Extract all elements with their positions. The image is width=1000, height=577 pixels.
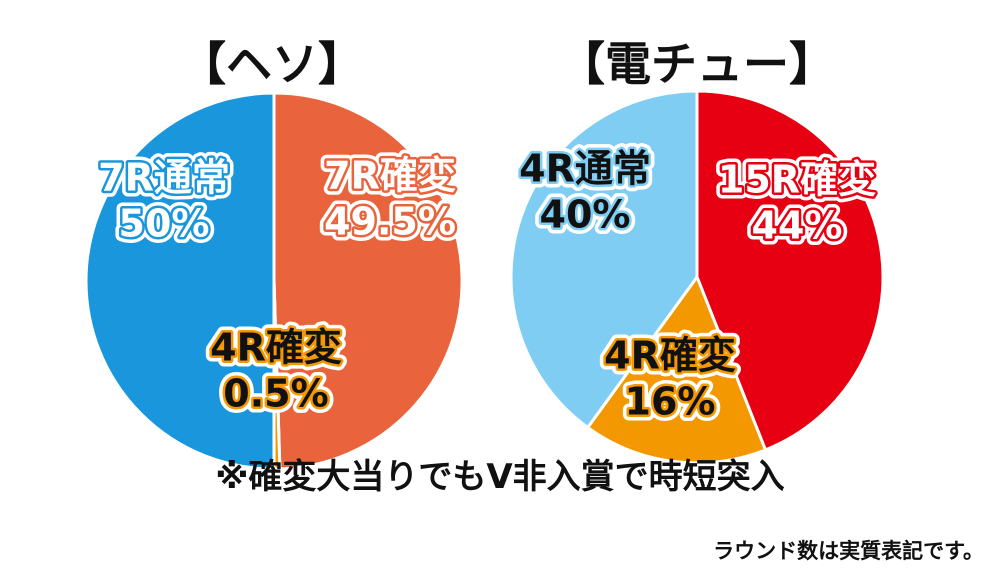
pie-denchu-value-0-halo: 44% <box>752 204 843 248</box>
pie-denchu-slice-1 <box>586 275 767 465</box>
round-count-note: ラウンド数は実質表記です。 <box>713 539 984 563</box>
pie-heso: 7R確変7R確変49.5%49.5%4R確変4R確変0.5%0.5%7R通常7R… <box>84 91 464 471</box>
pie-denchu: 15R確変15R確変44%44%4R確変4R確変16%16%4R通常4R通常40… <box>509 89 885 465</box>
pie-denchu-title: 【電チュー】 <box>559 37 835 91</box>
pie-heso-label-0: 7R確変 <box>324 154 456 198</box>
pie-heso-value-1-halo: 0.5% <box>223 372 328 416</box>
pie-heso-label-1: 4R確変 <box>210 326 342 370</box>
pie-heso-label-1-halo: 4R確変 <box>210 326 342 370</box>
pie-heso-value-1: 0.5% <box>223 372 328 416</box>
pie-heso-title: 【ヘソ】 <box>180 37 364 91</box>
pie-heso-value-0-halo: 49.5% <box>324 200 456 244</box>
pie-heso-value-2: 50% <box>119 202 210 246</box>
pie-heso-label-2: 7R通常 <box>98 156 230 200</box>
pie-heso-value-0: 49.5% <box>324 200 456 244</box>
pie-denchu-label-0-halo: 15R確変 <box>718 158 876 202</box>
pie-denchu-value-2-halo: 40% <box>540 193 631 237</box>
pie-denchu-value-1-halo: 16% <box>625 380 716 424</box>
pie-denchu-label-2: 4R通常 <box>519 147 651 191</box>
footnote: ※確変大当りでもV非入賞で時短突入 <box>215 457 785 497</box>
pie-denchu-label-2-halo: 4R通常 <box>519 147 651 191</box>
pie-denchu-label-1: 4R確変 <box>604 334 736 378</box>
pie-denchu-value-1: 16% <box>625 380 716 424</box>
pie-denchu-label-0: 15R確変 <box>718 158 876 202</box>
pie-denchu-slice-2 <box>509 89 699 429</box>
pie-heso-label-2-halo: 7R通常 <box>98 156 230 200</box>
pie-heso-slice-2 <box>84 91 276 471</box>
pie-denchu-slice-0 <box>695 89 885 452</box>
pie-heso-label-0-halo: 7R確変 <box>324 154 456 198</box>
pie-heso-value-2-halo: 50% <box>119 202 210 246</box>
pie-denchu-value-2: 40% <box>540 193 631 237</box>
pie-heso-slice-0 <box>272 91 464 471</box>
pie-denchu-value-0: 44% <box>752 204 843 248</box>
pie-denchu-label-1-halo: 4R確変 <box>604 334 736 378</box>
